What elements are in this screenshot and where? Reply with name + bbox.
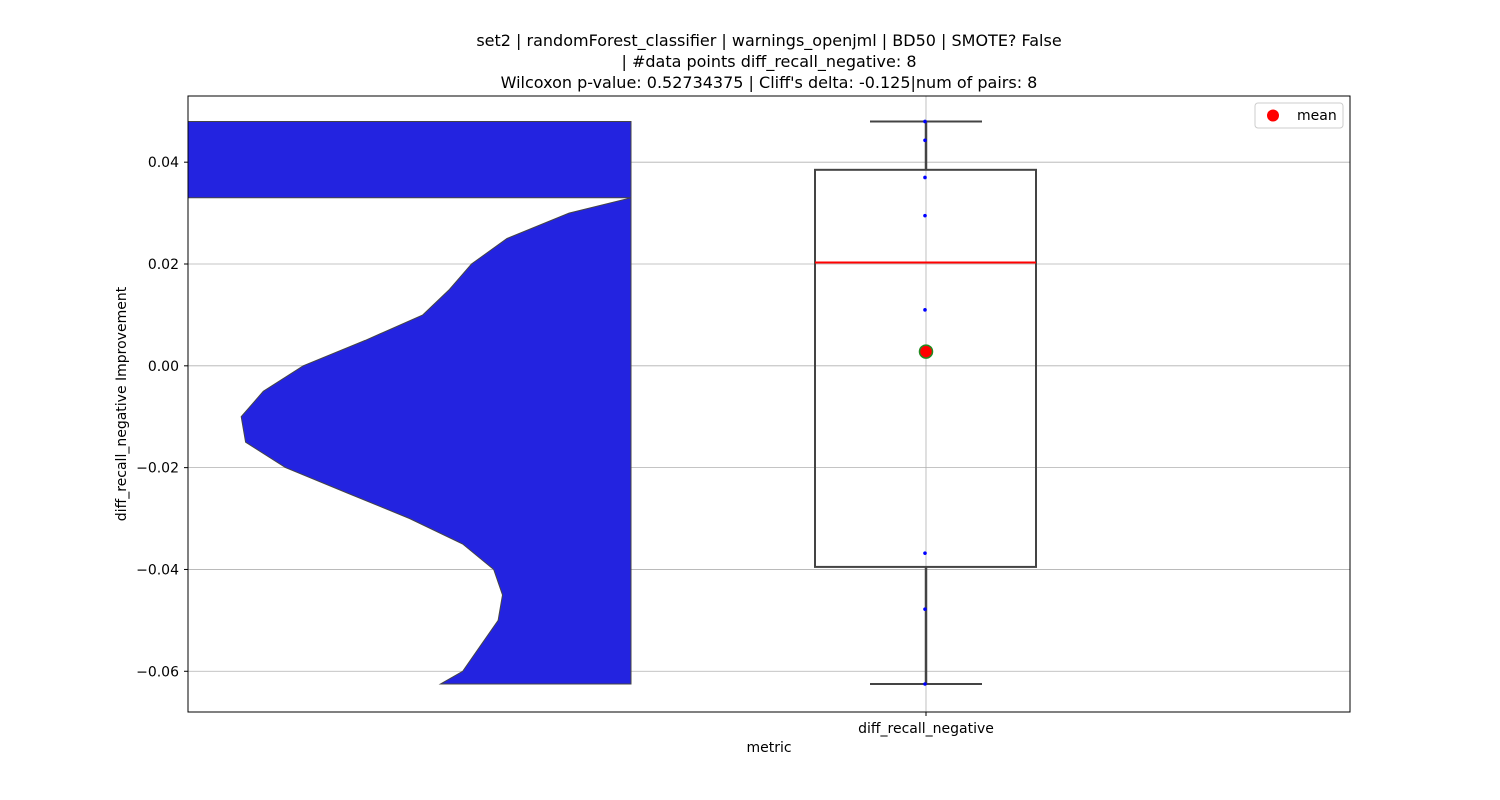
data-point <box>923 119 927 124</box>
legend: mean <box>1254 102 1344 129</box>
violin-body <box>187 121 632 685</box>
plot-frame <box>187 95 1351 713</box>
legend-mean-label: mean <box>1297 108 1337 124</box>
mean-marker <box>918 344 934 359</box>
y-tick-label: 0.00 <box>148 359 179 375</box>
y-tick-label: −0.04 <box>136 562 179 578</box>
title-line-2: | #data points diff_recall_negative: 8 <box>621 52 916 72</box>
y-tick-label: 0.04 <box>148 155 179 171</box>
legend-box <box>1254 102 1344 129</box>
violin-plot <box>187 121 632 685</box>
data-points <box>923 119 927 686</box>
data-point <box>923 551 927 555</box>
box-plot <box>814 120 1037 685</box>
chart-title: set2 | randomForest_classifier | warning… <box>476 31 1061 92</box>
title-line-1: set2 | randomForest_classifier | warning… <box>476 31 1061 51</box>
data-point <box>923 682 927 686</box>
x-axis-label: metric <box>746 740 791 756</box>
box-iqr <box>814 168 1037 568</box>
mean-marker-group <box>918 344 934 359</box>
axes: −0.06 −0.04 −0.02 0.00 0.02 0.04 diff_recall_n… <box>136 95 1351 737</box>
data-point <box>923 213 927 218</box>
y-tick-label: −0.06 <box>136 664 179 680</box>
legend-mean-marker <box>1267 109 1279 122</box>
data-point <box>923 607 927 611</box>
data-point <box>923 175 927 180</box>
data-point <box>923 138 927 143</box>
y-axis-label: diff_recall_negative Improvement <box>114 286 130 521</box>
x-tick-label: diff_recall_negative <box>858 721 994 737</box>
title-line-3: Wilcoxon p-value: 0.52734375 | Cliff's d… <box>501 73 1038 92</box>
y-tick-label: −0.02 <box>136 461 179 477</box>
data-point <box>923 308 927 312</box>
y-tick-label: 0.02 <box>148 257 179 273</box>
